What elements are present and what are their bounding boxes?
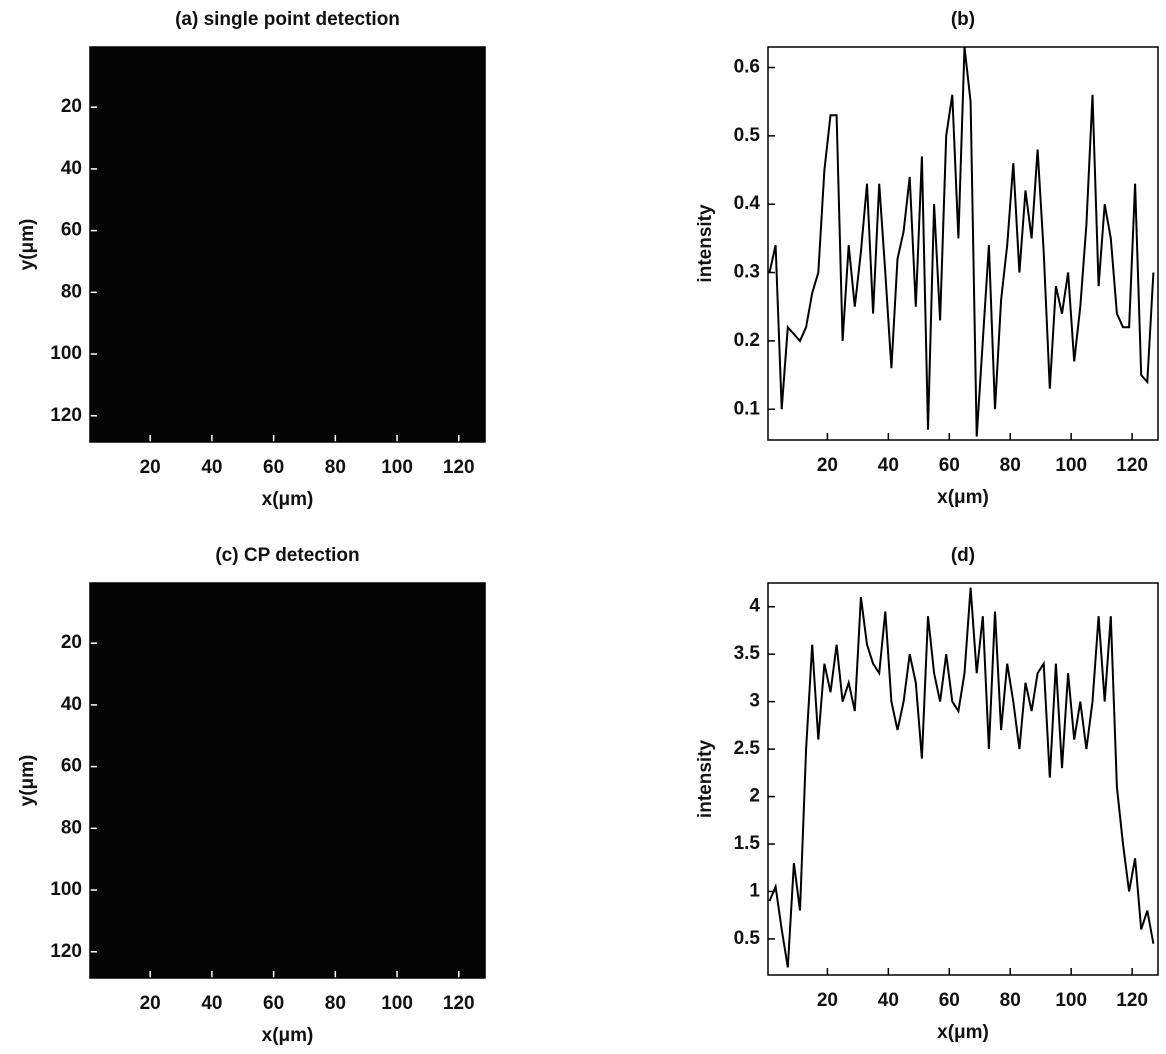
y-tick-label: 0.4 <box>734 193 761 214</box>
panel-title: (c) CP detection <box>215 545 359 566</box>
x-tick-label: 120 <box>1116 990 1148 1011</box>
x-tick-label: 60 <box>263 457 284 478</box>
axes-frame <box>89 46 486 443</box>
y-tick-label: 4 <box>749 596 760 617</box>
x-tick-label: 20 <box>817 455 838 476</box>
x-tick-label: 60 <box>939 455 960 476</box>
y-tick-label: 2.5 <box>734 738 761 759</box>
x-tick-label: 40 <box>878 990 899 1011</box>
y-tick-label: 2 <box>749 786 760 807</box>
x-axis-label: x(μm) <box>262 489 314 510</box>
y-tick-label: 0.3 <box>734 262 760 283</box>
panel-title: (b) <box>951 9 975 30</box>
intensity-line <box>768 587 1155 968</box>
y-axis-label: y(μm) <box>17 219 38 271</box>
x-tick-label: 40 <box>201 993 222 1014</box>
y-tick-label: 20 <box>61 632 82 653</box>
y-tick-label: 60 <box>61 220 82 241</box>
x-tick-label: 60 <box>263 993 284 1014</box>
y-tick-label: 0.1 <box>734 398 761 419</box>
x-tick-label: 100 <box>381 457 413 478</box>
panel-title: (a) single point detection <box>175 9 400 30</box>
intensity-line <box>768 46 1155 437</box>
x-tick-label: 100 <box>381 993 413 1014</box>
axes-frame <box>767 46 1159 441</box>
y-tick-label: 100 <box>50 879 82 900</box>
y-tick-label: 1 <box>749 880 760 901</box>
panel-title: (d) <box>951 545 975 566</box>
y-tick-label: 100 <box>50 343 82 364</box>
y-tick-label: 40 <box>61 694 82 715</box>
y-tick-label: 40 <box>61 158 82 179</box>
y-axis-label: intensity <box>695 740 716 819</box>
axes-frame <box>89 582 486 979</box>
x-tick-label: 20 <box>140 993 161 1014</box>
y-tick-label: 0.5 <box>734 928 761 949</box>
y-tick-label: 20 <box>61 96 82 117</box>
x-axis-label: x(μm) <box>262 1025 314 1046</box>
y-axis-label: y(μm) <box>17 755 38 807</box>
y-tick-label: 80 <box>61 281 82 302</box>
image <box>90 47 485 442</box>
x-tick-label: 80 <box>325 993 346 1014</box>
x-tick-label: 120 <box>443 993 475 1014</box>
x-tick-label: 80 <box>1000 990 1021 1011</box>
y-tick-label: 0.6 <box>734 57 760 78</box>
y-tick-label: 80 <box>61 817 82 838</box>
x-tick-label: 80 <box>325 457 346 478</box>
y-tick-label: 3.5 <box>734 643 761 664</box>
y-tick-label: 0.5 <box>734 125 761 146</box>
x-axis-label: x(μm) <box>937 1022 989 1043</box>
x-tick-label: 120 <box>1116 455 1148 476</box>
x-tick-label: 40 <box>201 457 222 478</box>
y-tick-label: 120 <box>50 941 82 962</box>
x-axis-label: x(μm) <box>937 487 989 508</box>
x-tick-label: 20 <box>140 457 161 478</box>
y-tick-label: 0.2 <box>734 330 760 351</box>
x-tick-label: 20 <box>817 990 838 1011</box>
x-tick-label: 40 <box>878 455 899 476</box>
x-tick-label: 120 <box>443 457 475 478</box>
y-tick-label: 60 <box>61 756 82 777</box>
x-tick-label: 100 <box>1055 990 1087 1011</box>
x-tick-label: 80 <box>1000 455 1021 476</box>
y-tick-label: 120 <box>50 405 82 426</box>
x-tick-label: 60 <box>939 990 960 1011</box>
y-tick-label: 3 <box>749 691 760 712</box>
image <box>90 583 485 978</box>
y-tick-label: 1.5 <box>734 833 761 854</box>
y-axis-label: intensity <box>695 204 716 283</box>
x-tick-label: 100 <box>1055 455 1087 476</box>
axes-frame <box>767 582 1159 976</box>
